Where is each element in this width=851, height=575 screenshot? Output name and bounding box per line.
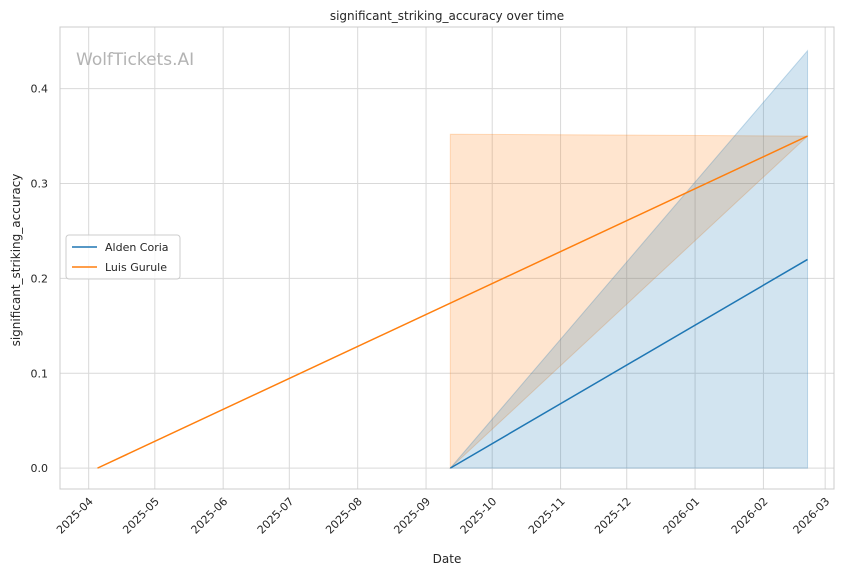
chart-title: significant_striking_accuracy over time: [330, 9, 564, 23]
y-tick-label: 0.3: [31, 178, 49, 191]
grid: [60, 27, 834, 489]
series-lines: [97, 135, 808, 469]
y-axis-label: significant_striking_accuracy: [9, 174, 23, 347]
plot-frame: [59, 26, 835, 490]
alden-coria-line: [449, 258, 808, 469]
y-tick-label: 0.0: [31, 462, 49, 475]
confidence-bands: [449, 49, 809, 470]
x-axis-label: Date: [433, 552, 462, 566]
luis-gurule-confidence-band: [449, 133, 809, 470]
y-tick-label: 0.4: [31, 83, 49, 96]
watermark: WolfTickets.AI: [76, 50, 194, 70]
y-axis-ticks: 0.0 0.1 0.2 0.3 0.4: [31, 83, 49, 475]
legend-label-alden-coria: Alden Coria: [105, 241, 169, 254]
legend: Alden Coria Luis Gurule: [65, 234, 181, 280]
legend-label-luis-gurule: Luis Gurule: [105, 261, 167, 274]
y-tick-label: 0.1: [31, 367, 49, 380]
legend-box: [65, 234, 181, 280]
luis-gurule-line: [97, 135, 808, 469]
y-tick-label: 0.2: [31, 272, 49, 285]
